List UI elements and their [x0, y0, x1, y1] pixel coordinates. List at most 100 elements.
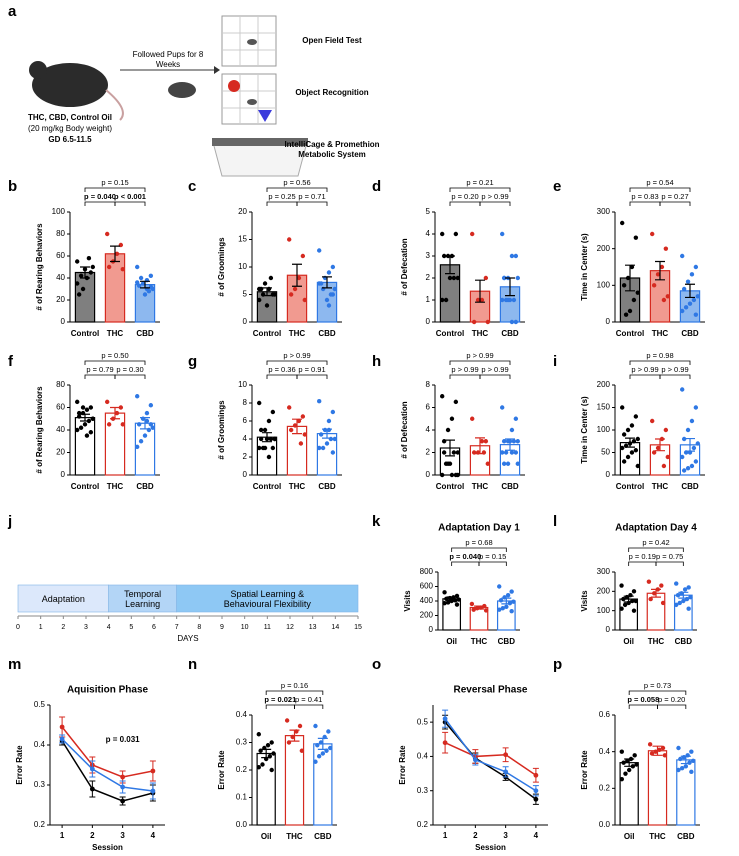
data-point [500, 297, 505, 303]
significance-bracket [266, 374, 298, 379]
data-point [483, 608, 489, 613]
significance-bracket [628, 690, 687, 695]
window: GD 6.5-11.5 [48, 135, 92, 144]
p-value: p = 0.71 [298, 192, 325, 201]
x-tick-label: THC [652, 482, 669, 491]
data-point [625, 758, 630, 764]
data-point [449, 472, 455, 478]
panel-letter: b [8, 178, 17, 195]
error-bar [261, 748, 272, 759]
data-point [633, 235, 639, 240]
data-point [680, 387, 685, 392]
data-point [88, 430, 94, 435]
data-point [75, 399, 80, 405]
data-point [511, 439, 517, 444]
data-point [445, 461, 451, 466]
data-point [625, 275, 631, 281]
data-point [257, 286, 262, 292]
data-point [257, 297, 262, 303]
y-tick-label: 0 [61, 470, 66, 479]
data-point [451, 275, 457, 281]
error-bar [446, 596, 457, 602]
x-tick-label: Oil [261, 832, 272, 841]
data-point [619, 776, 624, 782]
data-point [647, 742, 653, 747]
x-tick-label: 11 [264, 624, 271, 631]
y-tick-label: 0.6 [599, 710, 611, 719]
data-point [693, 405, 699, 410]
data-point [500, 450, 505, 455]
data-point [651, 283, 657, 288]
x-tick-label: Oil [624, 832, 635, 841]
significance-bracket [628, 547, 684, 552]
data-point [533, 772, 539, 778]
data-point [76, 414, 82, 419]
y-tick-label: 80 [56, 229, 65, 238]
significance-bracket [449, 201, 481, 206]
data-point [626, 767, 632, 773]
data-point [509, 319, 515, 325]
x-tick-label: 2 [90, 831, 95, 840]
x-tick-label: CBD [677, 832, 695, 841]
data-point [513, 450, 519, 455]
data-point [663, 246, 669, 251]
data-point [318, 432, 324, 437]
bar [74, 271, 96, 323]
x-tick-label: 2 [473, 831, 478, 840]
data-point [150, 425, 155, 430]
data-point [148, 273, 154, 278]
x-tick-label: Control [616, 482, 644, 491]
x-tick-label: THC [289, 329, 306, 338]
data-point [290, 734, 295, 740]
data-point [326, 418, 332, 424]
significance-bracket [657, 704, 687, 709]
p-value: p = 0.058 [627, 695, 659, 704]
data-point [455, 472, 460, 478]
y-tick-label: 0.3 [236, 738, 248, 747]
p-value: p = 0.73 [644, 681, 671, 690]
data-point [509, 589, 514, 594]
y-axis-label: # of Defecation [400, 401, 409, 458]
data-point [441, 450, 447, 455]
data-point [483, 439, 489, 444]
x-tick-label: 1 [443, 831, 448, 840]
data-point [648, 596, 653, 602]
y-tick-label: 100 [52, 207, 66, 216]
data-point [497, 584, 502, 589]
error-bar [655, 260, 665, 281]
x-tick-label: CBD [675, 637, 693, 646]
data-point [501, 461, 507, 466]
data-point [256, 765, 261, 770]
data-point [650, 231, 655, 237]
data-point [441, 253, 447, 259]
data-point [120, 267, 126, 272]
data-point [136, 283, 142, 288]
y-tick-label: 0 [429, 625, 434, 634]
data-point [456, 597, 461, 602]
data-point [681, 598, 686, 604]
data-point [80, 286, 86, 292]
x-tick-label: Control [71, 329, 99, 338]
data-point [138, 439, 144, 444]
data-point [302, 297, 307, 303]
x-tick-label: CBD [501, 482, 519, 491]
significance-bracket [628, 561, 657, 566]
y-tick-label: 0 [243, 470, 248, 479]
grid [222, 16, 276, 66]
data-point [625, 427, 631, 433]
y-tick-label: 8 [243, 398, 248, 407]
y-tick-label: 0 [606, 625, 611, 634]
data-point [509, 253, 515, 259]
error-bar [445, 439, 455, 457]
x-tick-label: THC [471, 637, 488, 646]
data-point [623, 312, 629, 317]
data-point [533, 796, 539, 802]
data-point [661, 463, 667, 469]
x-tick-label: Control [436, 482, 464, 491]
error-bar [623, 595, 634, 603]
data-point [313, 723, 318, 729]
significance-bracket [629, 374, 661, 379]
series-line [61, 738, 153, 792]
p-value: p = 0.68 [465, 538, 492, 547]
panel-letter: p [553, 656, 562, 673]
